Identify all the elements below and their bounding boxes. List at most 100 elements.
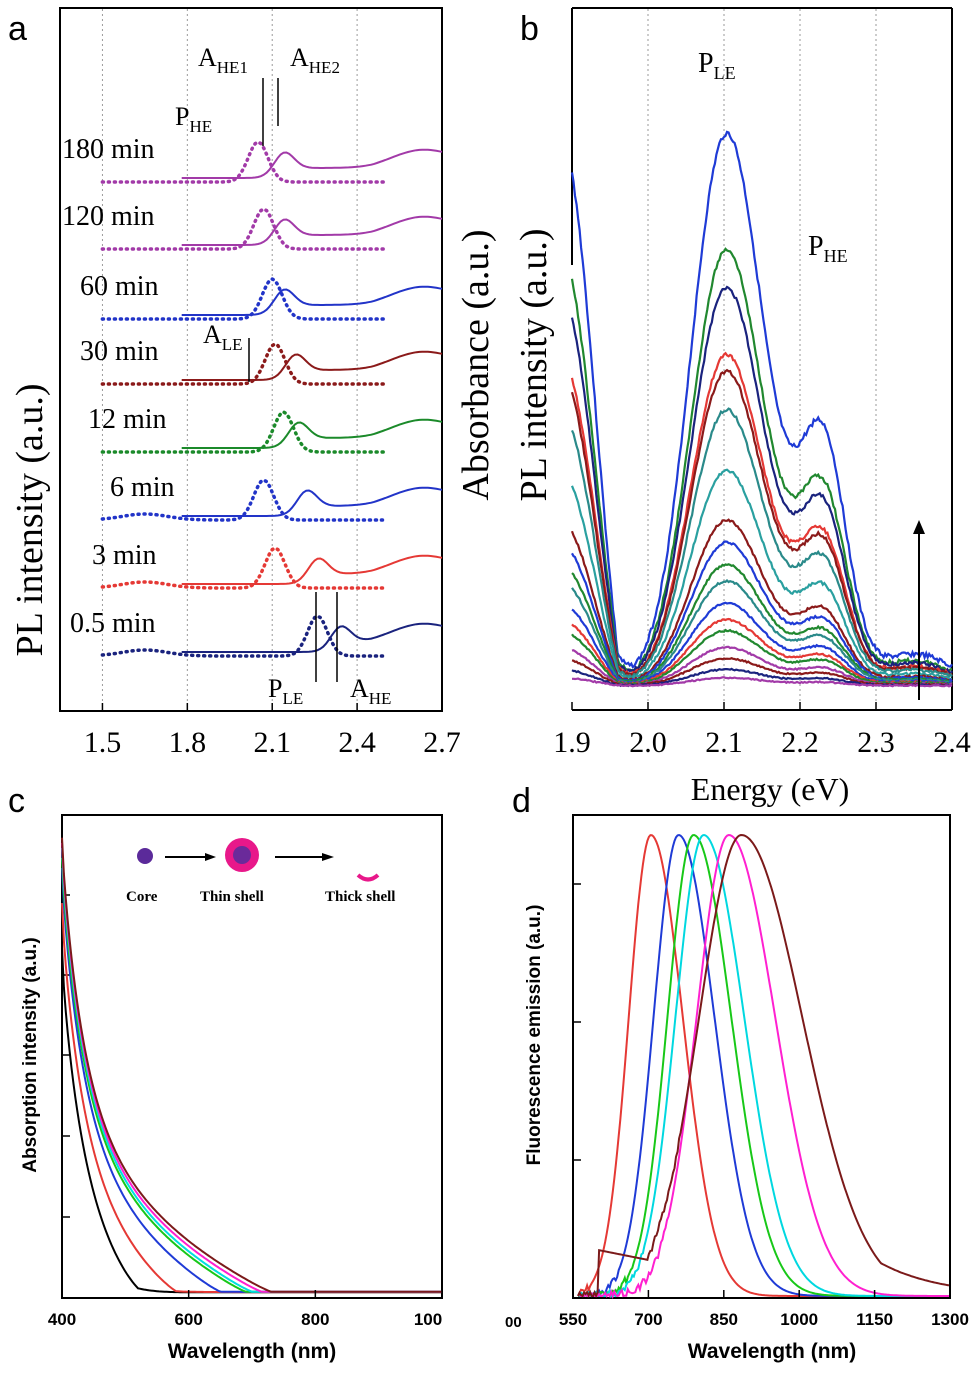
panel-c-y-axis-label: Absorption intensity (a.u.) [20,937,41,1172]
panel-b-pl-spectrum-3 [570,351,953,677]
panel-a-series-label-6: 120 min [62,201,155,232]
panel-d-x-tick-label-4: 1150 [856,1310,893,1329]
panel-a-annotation-a-he: AHE [350,674,391,708]
svg-text:PLE: PLE [268,674,303,708]
panel-a-label: a [8,10,27,48]
panel-d-frame [572,814,951,1299]
panel-a-pl-1 [100,545,388,590]
panel-c-absorption-0 [61,948,442,1294]
panel-b-x-tick-label-1: 2.0 [629,726,667,759]
panel-d-y-ticks [573,883,581,1299]
panel-b-x-tick-label-5: 2.4 [933,726,971,759]
panel-a-absorption-4 [181,350,443,381]
panel-d-emission-1 [577,833,949,1298]
panel-b: b Absorbance (a.u.) PL intensity (a.u.) … [455,7,971,807]
panel-a-series-label-3: 12 min [88,404,167,435]
panel-a-pl-6 [100,206,388,251]
panel-c-frame [61,814,443,1299]
panel-d-x-tick-label-5: 1300 [931,1310,969,1329]
panel-b-annotation-p-he: PHE [808,231,848,266]
panel-b-x-tick-label-4: 2.3 [857,726,895,759]
panel-b-grid [647,9,877,709]
panel-b-curves [570,130,953,688]
panel-b-trend-arrow-head [913,520,925,534]
panel-a-curves [100,139,443,658]
panel-c-label: c [8,782,25,820]
panel-c-absorption-2 [61,867,442,1293]
panel-a-pl-0 [100,613,388,658]
panel-c-absorption-5 [61,842,442,1293]
panel-d-x-tick-label-2: 850 [710,1310,738,1329]
panel-c-curves [61,837,442,1294]
panel-c-x-axis-label: Wavelength (nm) [168,1340,336,1363]
panel-a-x-ticks: 1.5 1.8 2.1 2.4 2.7 [84,703,461,759]
panel-a-series-label-1: 3 min [92,540,157,571]
panel-c-x-tick-label-0: 400 [48,1310,76,1329]
panel-a-series-label-7: 180 min [62,134,155,165]
panel-d-x-tick-label-1: 700 [634,1310,662,1329]
panel-a-series-label-2: 6 min [110,472,175,503]
panel-a-absorption-5 [181,285,443,316]
panel-b-annotation-p-le: PLE [698,48,736,83]
panel-b-pl-spectrum-5 [570,407,953,679]
svg-text:AHE: AHE [350,674,391,708]
panel-d-x-axis-label: Wavelength (nm) [688,1340,856,1363]
panel-a-pl-5 [100,276,388,321]
panel-b-pl-spectrum-2 [570,285,953,676]
panel-d-emission-0 [577,834,949,1297]
panel-a-absorption-0 [181,622,443,653]
legend-core-label: Core [126,889,158,905]
svg-text:ALE: ALE [203,320,243,354]
legend-arrow-2-head [322,853,334,861]
panel-c-x-tick-label-1: 600 [174,1310,202,1329]
panel-b-x-ticks: 1.9 2.0 2.1 2.2 2.3 2.4 [553,702,971,759]
panel-c-x-ticks: 400 600 800 100 [48,1290,443,1329]
panel-c-absorption-4 [61,847,442,1293]
panel-c-absorption-1 [61,903,442,1294]
panel-b-pl-spectrum-4 [570,368,953,678]
legend-thick-shell-label: Thick shell [325,889,395,905]
panel-b-y-axis-label-inner: PL intensity (a.u.) [513,229,555,502]
panel-a-pl-7 [100,139,388,184]
panel-d-curves [577,833,950,1300]
panel-a-series-label-0: 0.5 min [70,608,156,639]
thick-shell-particle-icon [356,873,380,882]
panel-a-series-label-5: 60 min [80,271,159,302]
panel-a-y-axis-label: PL intensity (a.u.) [9,384,51,657]
panel-a-annotation-a-le: ALE [203,320,243,354]
panel-a-x-tick-label-4: 2.7 [423,726,461,759]
panel-a-annotation-p-he: PHE [175,102,212,136]
svg-text:PHE: PHE [808,231,848,266]
panel-a-annotation-p-le: PLE [268,674,303,708]
panel-d: d Fluorescence emission (a.u.) 550 700 850… [505,782,969,1363]
panel-a-absorption-7 [181,148,443,179]
panel-d-emission-3 [577,834,949,1299]
panel-c-absorption-6 [61,837,442,1293]
panel-a-absorption-2 [181,486,443,517]
panel-d-y-axis-label: Fluorescence emission (a.u.) [524,905,545,1166]
panel-b-y-axis-label-outer: Absorbance (a.u.) [455,229,497,500]
panel-c: c Absorption intensity (a.u.) Core Thin … [8,782,443,1363]
panel-d-x-tick-label-3: 1000 [780,1310,818,1329]
panel-d-x-ticks: 550 700 850 1000 1150 1300 [559,1290,969,1329]
svg-text:PLE: PLE [698,48,736,83]
panel-d-left-tick-fragment: 00 [505,1314,522,1331]
panel-a-frame [59,7,443,712]
panel-b-pl-spectrum-17 [572,676,953,688]
panel-d-emission-5 [577,833,950,1298]
panel-a-absorption-6 [181,215,443,246]
panel-b-x-tick-label-3: 2.2 [781,726,819,759]
panel-b-x-axis-label: Energy (eV) [691,771,849,807]
panel-d-emission-2 [577,833,949,1298]
panel-a-absorption-1 [181,554,443,585]
legend-arrow-1-head [205,853,216,861]
svg-text:PHE: PHE [175,102,212,136]
panel-a-annotation-a-he2: AHE2 [290,43,340,77]
svg-text:AHE2: AHE2 [290,43,340,77]
panel-c-x-tick-label-3: 100 [414,1310,442,1329]
panel-a-x-tick-label-0: 1.5 [84,726,122,759]
panel-a-pl-4 [100,341,388,386]
panel-b-label: b [520,10,539,48]
panel-c-x-tick-label-2: 800 [301,1310,329,1329]
panel-d-emission-4 [577,833,949,1300]
